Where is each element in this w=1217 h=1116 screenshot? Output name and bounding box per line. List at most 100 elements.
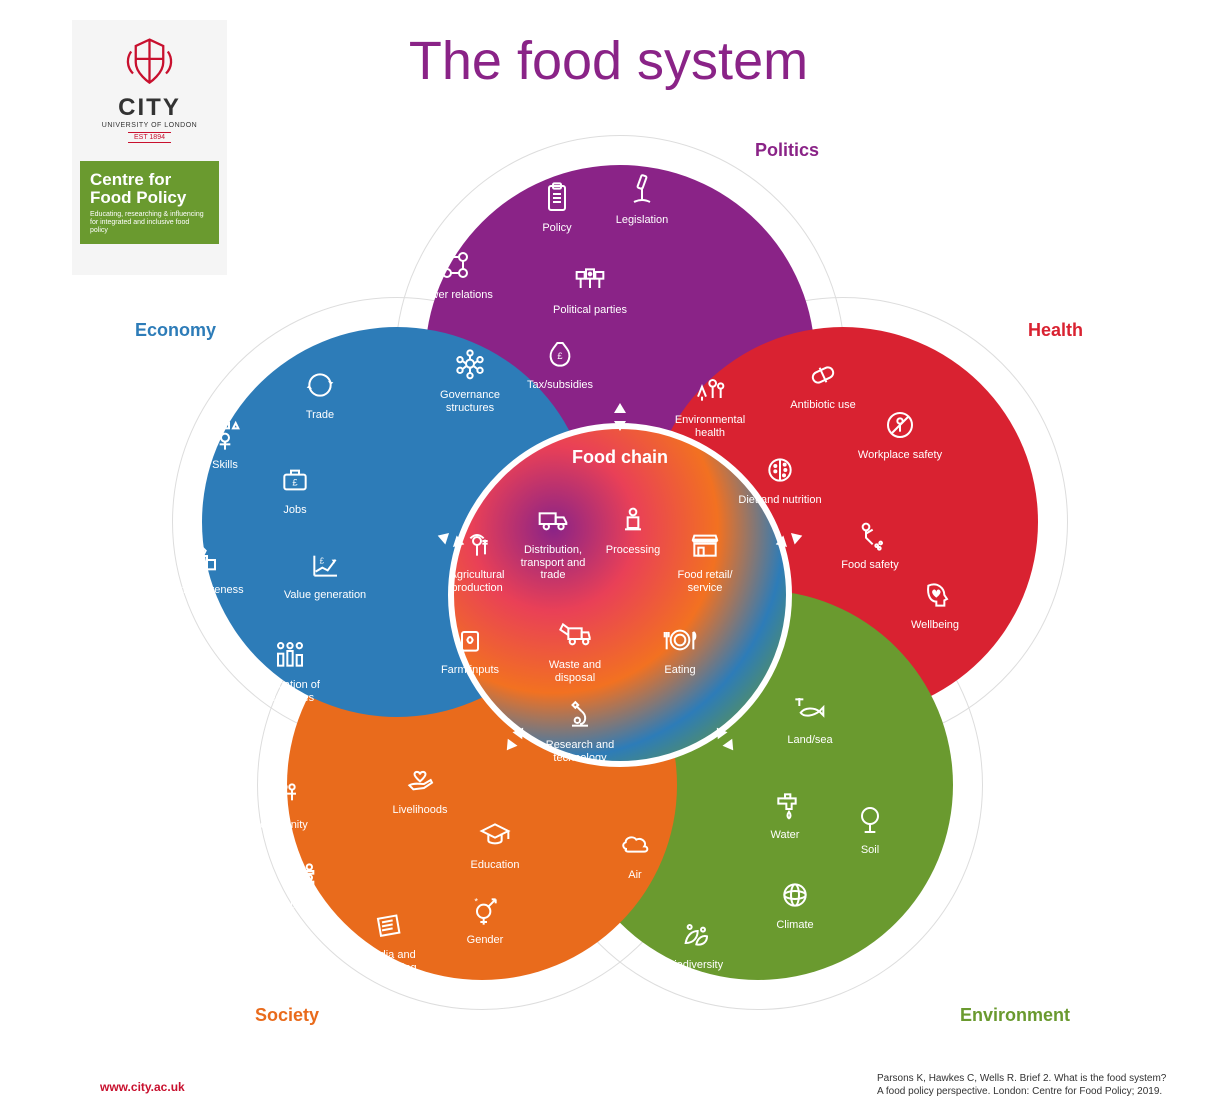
cfp-title-line2: Food Policy xyxy=(90,189,209,207)
item-food-safety: Food safety xyxy=(825,515,915,572)
item-label: Biodiversity xyxy=(650,959,740,972)
item-eating: Eating xyxy=(635,620,725,677)
petal-label-health: Health xyxy=(1028,320,1083,341)
item-label: Culture xyxy=(255,899,345,912)
item-farm-inputs: Farm inputs xyxy=(425,620,515,677)
item-label: Policy xyxy=(512,222,602,235)
globelines-icon xyxy=(775,875,815,915)
podium-icon xyxy=(183,540,223,580)
pill-icon xyxy=(803,355,843,395)
item-label: Workplace safety xyxy=(855,449,945,462)
item-label: Land/sea xyxy=(765,734,855,747)
petal-label-society: Society xyxy=(255,1005,319,1026)
plate-icon xyxy=(660,620,700,660)
cfp-badge: Centre for Food Policy Educating, resear… xyxy=(80,161,219,244)
logo-panel: CITY UNIVERSITY OF LONDON EST 1894 Centr… xyxy=(72,20,227,275)
item-label: Distribution, transport and trade xyxy=(508,544,598,582)
item-label: Political parties xyxy=(545,304,635,317)
cfp-title-line1: Centre for xyxy=(90,171,209,189)
item-education: Education xyxy=(450,815,540,872)
item-tax-subsidies: £Tax/subsidies xyxy=(515,335,605,392)
item-label: Gender xyxy=(440,934,530,947)
tree-icon xyxy=(850,800,890,840)
truck-icon xyxy=(533,500,573,540)
page-title: The food system xyxy=(409,30,808,92)
item-label: Competitiveness xyxy=(158,584,248,597)
flags-icon xyxy=(570,260,610,300)
item-label: Value generation xyxy=(280,589,370,602)
moneybag-icon: £ xyxy=(540,335,580,375)
item-label: Farm inputs xyxy=(425,664,515,677)
item-label: Food safety xyxy=(825,559,915,572)
item-label: Air xyxy=(590,869,680,882)
clipboard-icon xyxy=(537,178,577,218)
item-water: Water xyxy=(740,785,830,842)
petal-label-environment: Environment xyxy=(960,1005,1070,1026)
newspaper-icon xyxy=(370,905,410,945)
item-air: Air xyxy=(590,825,680,882)
item-label: Diet and nutrition xyxy=(735,494,825,507)
item-competitiveness: Competitiveness xyxy=(158,540,248,597)
group-icon xyxy=(450,345,490,385)
footer-url: www.city.ac.uk xyxy=(100,1080,185,1094)
microscope-icon xyxy=(560,695,600,735)
item-waste-and-disposal: Waste and disposal xyxy=(530,615,620,684)
item-label: Waste and disposal xyxy=(530,659,620,684)
worker-icon xyxy=(613,500,653,540)
leaves-icon xyxy=(675,915,715,955)
item-gender: * Gender xyxy=(440,890,530,947)
petal-label-politics: Politics xyxy=(755,140,819,161)
item-label: Eating xyxy=(635,664,725,677)
item-governance-structures: Governance structures xyxy=(425,345,515,414)
spill-icon xyxy=(850,515,890,555)
item-research-and-technology: Research and technology xyxy=(535,695,625,764)
item-distribution-transport-and-trade: Distribution, transport and trade xyxy=(508,500,598,582)
citation-line2: A food policy perspective. London: Centr… xyxy=(877,1085,1187,1098)
gender-icon: * xyxy=(465,890,505,930)
fish-icon xyxy=(790,690,830,730)
item-antibiotic-use: Antibiotic use xyxy=(778,355,868,412)
item-label: Media and advertising xyxy=(345,949,435,974)
item-culture: Culture xyxy=(255,855,345,912)
item-label: Power relations xyxy=(410,289,500,302)
item-label: Research and technology xyxy=(535,739,625,764)
item-label: Education xyxy=(450,859,540,872)
arrow-politics xyxy=(606,403,634,431)
item-label: Jobs xyxy=(250,504,340,517)
item-label: Wellbeing xyxy=(890,619,980,632)
item-biodiversity: Biodiversity xyxy=(650,915,740,972)
food-chain-title: Food chain xyxy=(572,447,668,468)
item-label: Legislation xyxy=(597,214,687,227)
item-label: Climate xyxy=(750,919,840,932)
handheart-icon xyxy=(400,760,440,800)
item-environmental-health: Environmental health xyxy=(665,370,755,439)
svg-text:£: £ xyxy=(292,477,298,487)
juggle-icon xyxy=(205,415,245,455)
cfp-subtitle: Educating, researching & influencing for… xyxy=(90,211,209,236)
item-community: Community xyxy=(235,775,325,832)
svg-text:£: £ xyxy=(320,557,325,566)
item-land-sea: Land/sea xyxy=(765,690,855,747)
garbagetruck-icon xyxy=(555,615,595,655)
item-label: Water xyxy=(740,829,830,842)
gradcap-icon xyxy=(475,815,515,855)
item-food-retail-service: Food retail/ service xyxy=(660,525,750,594)
growth-icon: £ xyxy=(305,545,345,585)
city-logo-text: CITY xyxy=(118,94,181,122)
item-wellbeing: Wellbeing xyxy=(890,575,980,632)
item-climate: Climate xyxy=(750,875,840,932)
item-label: Governance structures xyxy=(425,389,515,414)
seed-icon xyxy=(450,620,490,660)
halfcircle-icon xyxy=(760,450,800,490)
citation-line1: Parsons K, Hawkes C, Wells R. Brief 2. W… xyxy=(877,1072,1187,1085)
cyclearrows-icon xyxy=(300,365,340,405)
city-logo-est: EST 1894 xyxy=(128,132,171,143)
hearthead-icon xyxy=(915,575,955,615)
item-workplace-safety: Workplace safety xyxy=(855,405,945,462)
item-label: Allocation of resources xyxy=(245,679,335,704)
item-label: Trade xyxy=(275,409,365,422)
item-value-generation: £ Value generation xyxy=(280,545,370,602)
item-power-relations: Power relations xyxy=(410,245,500,302)
city-crest-icon xyxy=(122,35,177,90)
item-trade: Trade xyxy=(275,365,365,422)
